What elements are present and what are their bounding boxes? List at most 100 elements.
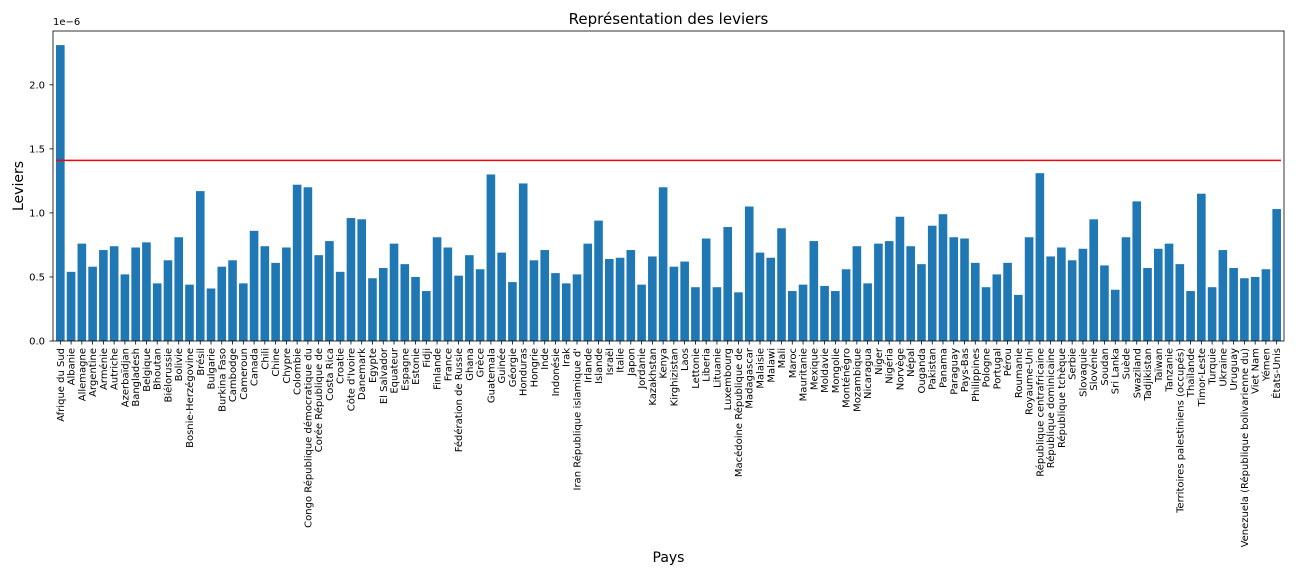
y-offset-label: 1e−6 [53, 17, 80, 28]
plot-frame [52, 30, 1285, 342]
bar-82 [938, 214, 948, 341]
y-tick-label: 1.0 [29, 208, 45, 219]
x-tick-label: Bosnie-Herzégovine [184, 348, 196, 448]
y-axis-ticks: 0.0 0.5 1.0 1.5 2.0 [29, 80, 53, 348]
bar-93 [1057, 247, 1066, 341]
x-tick-label: Bulgarie [207, 348, 218, 390]
bar-102 [1153, 248, 1163, 341]
bar-12 [185, 284, 194, 341]
x-tick-label: Japon [626, 348, 637, 377]
bar-20 [271, 262, 280, 341]
x-tick-label: Croatie [336, 348, 347, 384]
x-tick-label: Danemark [357, 348, 368, 400]
x-tick-label: Kirghizistan [669, 348, 680, 406]
bar-87 [992, 274, 1002, 341]
bar-49 [583, 243, 593, 341]
bar-100 [1132, 201, 1142, 341]
x-tick-label: Inde [540, 348, 551, 370]
bar-107 [1207, 287, 1217, 341]
x-tick-label: Laos [680, 348, 691, 371]
bar-42 [508, 282, 517, 341]
bar-65 [755, 252, 765, 341]
bar-86 [981, 287, 991, 341]
x-tick-label: Chine [271, 348, 282, 377]
bar-44 [529, 260, 539, 341]
bar-13 [195, 191, 205, 341]
bar-22 [292, 184, 302, 341]
x-tick-label: Hongrie [529, 348, 540, 387]
x-tick-label: Roumanie [1014, 348, 1025, 398]
x-tick-label: Côte d'Ivoire [345, 348, 357, 411]
bar-74 [852, 246, 862, 341]
bar-9 [152, 283, 162, 341]
bar-97 [1100, 265, 1109, 341]
x-tick-label: Slovaquie [1078, 348, 1089, 397]
x-tick-label: Yémen [1260, 348, 1272, 382]
bar-71 [820, 285, 829, 341]
x-tick-label: Fédération de Russie [453, 348, 465, 452]
x-tick-label: Chypre [282, 348, 293, 384]
x-tick-label: Viet Nam [1251, 348, 1262, 394]
bar-50 [594, 220, 603, 341]
bar-4 [99, 250, 108, 341]
x-tick-label: Honduras [519, 348, 530, 396]
bar-43 [518, 183, 528, 341]
x-tick-label: Bhoutan [153, 348, 164, 390]
x-tick-label: Luxembourg [723, 348, 734, 410]
x-axis-label: Pays [653, 550, 685, 566]
x-tick-label: Autriche [110, 348, 121, 390]
x-tick-label: Soudan [1100, 348, 1111, 386]
bar-75 [863, 283, 872, 341]
x-tick-label: Paraguay [949, 348, 960, 395]
x-tick-label: Argentine [88, 348, 99, 397]
x-tick-label: Mongolie [831, 348, 842, 393]
x-tick-label: Macédoine République de [733, 348, 745, 477]
bar-78 [895, 216, 905, 341]
bar-106 [1197, 193, 1206, 341]
x-tick-label: Cambodge [228, 348, 239, 402]
x-tick-label: Indonésie [550, 348, 562, 396]
bar-110 [1240, 278, 1249, 341]
bar-17 [239, 283, 248, 341]
bar-25 [325, 241, 334, 341]
x-tick-label: Fidji [422, 348, 433, 368]
x-tick-label: Malawi [766, 348, 777, 383]
bar-3 [88, 266, 97, 341]
y-tick-label: 1.5 [29, 144, 45, 155]
x-tick-label: Irlande [583, 348, 594, 383]
bar-52 [615, 257, 625, 341]
bar-104 [1175, 264, 1185, 341]
bar-38 [465, 255, 474, 341]
bar-68 [787, 291, 797, 341]
x-tick-label: Venezuela (République bolivarienne du) [1239, 348, 1251, 547]
bar-59 [691, 287, 700, 341]
bar-21 [282, 247, 291, 341]
x-tick-label: Malaisie [756, 348, 767, 389]
x-tick-label: Biélorussie [162, 348, 174, 403]
bar-40 [486, 174, 496, 341]
bar-14 [206, 288, 216, 341]
y-axis-label: Leviers [11, 161, 27, 211]
bar-26 [335, 271, 345, 341]
x-tick-label: Géorgie [507, 348, 519, 387]
bar-69 [798, 284, 808, 341]
bar-109 [1229, 267, 1238, 341]
bar-41 [497, 252, 506, 341]
x-tick-label: Monténégro [841, 348, 853, 408]
bar-35 [432, 237, 442, 341]
x-tick-label: Albanie [67, 348, 78, 385]
x-tick-label: Estonie [411, 348, 422, 385]
x-tick-label: Costa Rica [325, 348, 336, 401]
x-tick-label: Niger [874, 347, 885, 375]
x-tick-label: Portugal [992, 348, 1003, 389]
x-tick-label: Ghana [465, 348, 476, 381]
bar-95 [1078, 248, 1088, 341]
x-tick-label: Moldavie [820, 348, 831, 393]
x-tick-label: Nicaragua [863, 348, 874, 399]
x-tick-label: Ukraine [1218, 348, 1229, 387]
x-tick-label: Iran République islamique d' [572, 348, 584, 491]
x-tick-label: Sri Lanka [1111, 348, 1122, 394]
bar-112 [1261, 269, 1271, 341]
bar-6 [120, 274, 130, 341]
bar-84 [960, 238, 969, 341]
